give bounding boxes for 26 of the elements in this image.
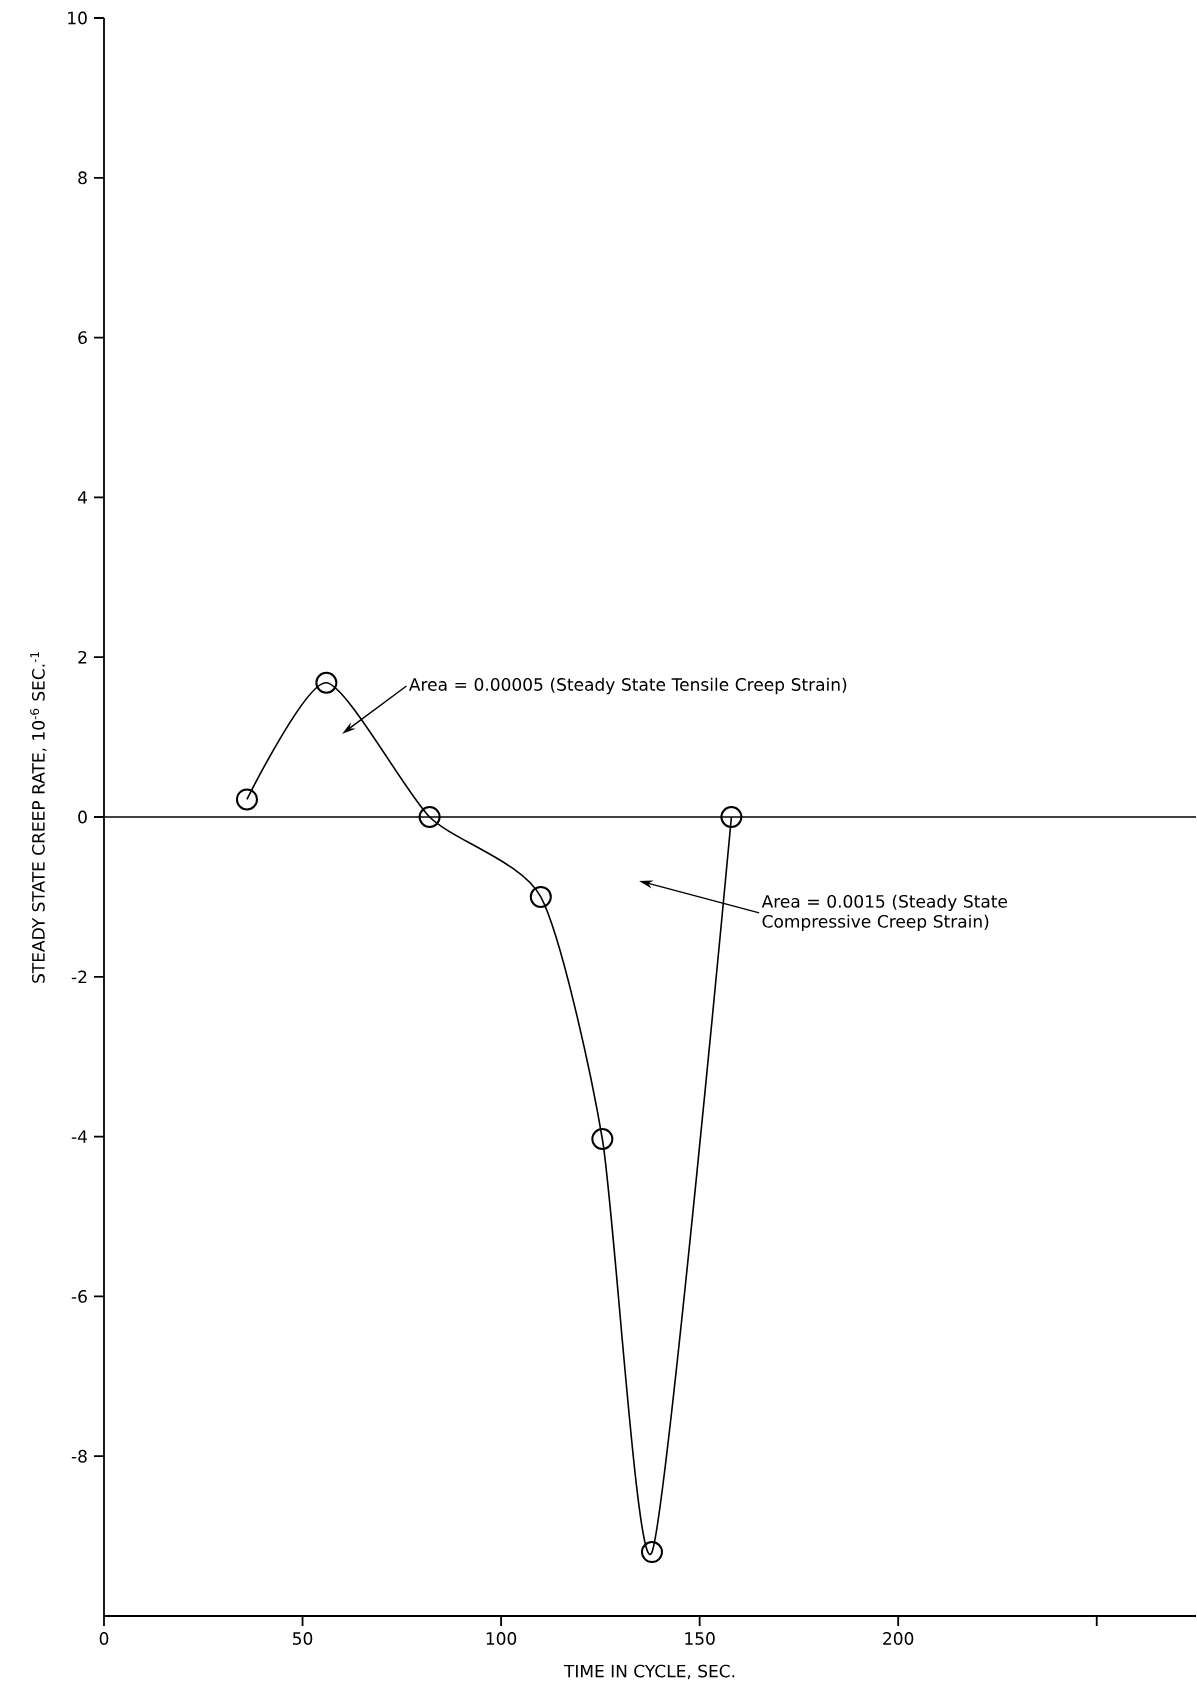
point [529,885,552,908]
y-tick-label: 0 [78,810,87,824]
x-tick-label: 100 [486,1632,517,1645]
x-tick-label: 150 [685,1632,715,1645]
y-tick-label: 8 [78,171,87,185]
y-axis-title: STEADY STATE CREEP RATE, 10$^{-6}$ SEC.$^{-1}$ [30,652,47,983]
x-tick-label: 0 [99,1632,109,1645]
y-tick-label: 10 [68,11,87,25]
y-tick-label: -6 [71,1289,87,1303]
x-axis-title: TIME IN CYCLE, SEC. [563,1664,735,1680]
annotation: Area = 0.0015 (Steady State Compressive Creep Strain) [761,894,1008,932]
point [315,671,338,694]
point [591,1127,614,1150]
point [418,806,441,828]
y-tick-label: -4 [71,1130,88,1143]
point [641,1541,664,1564]
point [236,788,258,811]
y-tick-label: 2 [78,650,87,664]
y-tick-label: 6 [78,331,87,345]
y-tick-label: 4 [77,491,88,504]
point [720,806,743,828]
y-tick-label: -8 [71,1449,87,1463]
annotation: Area = 0.00005 (Steady State Tensile Creep Strain) [409,677,847,695]
x-tick-label: 50 [293,1632,313,1645]
x-tick-label: 200 [883,1632,914,1645]
y-tick-label: -2 [71,970,87,984]
